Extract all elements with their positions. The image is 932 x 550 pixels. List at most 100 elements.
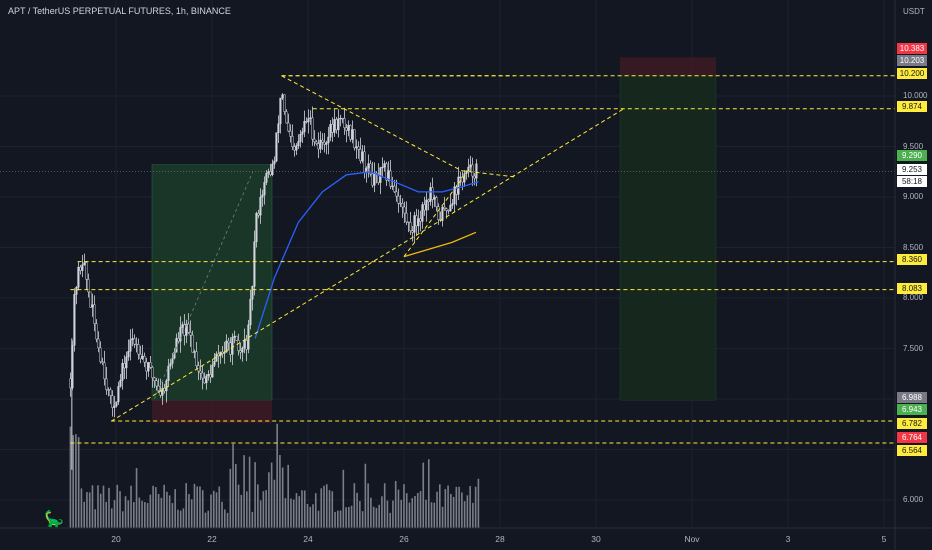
candle-body [297, 141, 300, 146]
volume-bar [188, 494, 190, 528]
volume-bar [223, 509, 226, 528]
time-tick-label: 28 [495, 534, 505, 544]
candle-body [255, 213, 258, 243]
candle-body [319, 139, 322, 150]
volume-bar [72, 435, 74, 528]
candle-body [179, 327, 182, 342]
price-badge: 6.943 [897, 404, 927, 415]
time-tick-label: 22 [207, 534, 217, 544]
candle-body [333, 119, 336, 133]
price-badge: 9.253 [897, 164, 927, 175]
candle-body [311, 117, 314, 140]
candle-body [87, 279, 90, 293]
volume-bar [320, 488, 323, 528]
volume-bar [279, 455, 281, 528]
volume-bar [254, 462, 256, 528]
candle-body [157, 385, 160, 391]
price-badge: 8.360 [897, 254, 927, 265]
volume-bar [130, 485, 132, 528]
volume-bar [334, 511, 336, 528]
volume-bar [361, 511, 364, 528]
trendline [403, 166, 472, 257]
candle-body [105, 378, 108, 390]
price-axis-unit: USDT [903, 7, 925, 16]
candle-body [343, 118, 346, 129]
candle-body [235, 335, 238, 341]
volume-bar [215, 492, 218, 528]
candle-body [127, 351, 130, 358]
candle-body [113, 405, 116, 408]
volume-bar [229, 468, 232, 528]
volume-bar [193, 483, 196, 528]
volume-bar [116, 484, 119, 528]
volume-bar [455, 486, 458, 528]
volume-bar [226, 512, 229, 528]
volume-bar [284, 498, 287, 528]
candle-body [349, 124, 352, 140]
candle-body [423, 204, 426, 211]
volume-bar [155, 487, 157, 528]
candle-body [161, 387, 164, 396]
volume-bar [135, 468, 138, 528]
volume-bar [408, 502, 411, 528]
candle-body [401, 202, 404, 208]
price-tick-label: 9.500 [903, 141, 924, 151]
volume-bar [463, 501, 466, 528]
volume-bar [201, 490, 204, 528]
candle-body [327, 136, 330, 144]
volume-bar [138, 497, 141, 528]
candle-body [437, 206, 440, 220]
candle-body [167, 365, 170, 382]
candle-body [335, 119, 338, 131]
volume-bar [80, 488, 83, 528]
price-badge: 9.874 [897, 101, 927, 112]
candle-body [79, 266, 82, 271]
volume-bar [353, 483, 356, 528]
volume-bar [149, 494, 152, 528]
time-tick-label: 30 [591, 534, 601, 544]
volume-bar [400, 499, 403, 528]
candle-body [201, 372, 204, 379]
price-badge: 10.383 [897, 43, 927, 54]
candle-body [353, 129, 356, 149]
candle-body [323, 141, 326, 145]
candle-body [293, 146, 296, 151]
candle-body [359, 149, 362, 162]
volume-bar [257, 484, 259, 528]
candle-body [329, 124, 332, 138]
volume-bar [204, 512, 207, 528]
candle-body [139, 353, 142, 359]
volume-bar [474, 486, 477, 528]
candle-body [369, 163, 372, 175]
volume-bar [113, 500, 116, 528]
volume-bar [427, 459, 430, 528]
price-badge: 6.988 [897, 392, 927, 403]
volume-bar [325, 484, 328, 528]
candle-body [295, 145, 298, 151]
volume-bar [69, 426, 72, 528]
tradingview-dinosaur-icon[interactable]: 🦕 [44, 511, 64, 528]
candle-body [143, 355, 146, 363]
volume-bar [185, 483, 187, 528]
candle-body [243, 340, 246, 349]
volume-bar [290, 498, 292, 528]
candle-body [125, 356, 128, 369]
volume-bar [77, 437, 80, 528]
volume-bar [75, 434, 77, 528]
chart-title: APT / TetherUS PERPETUAL FUTURES, 1h, BI… [8, 6, 231, 16]
volume-bar [265, 490, 267, 528]
candle-body [475, 163, 478, 179]
candle-body [283, 94, 286, 112]
candle-body [221, 351, 224, 354]
candle-body [383, 163, 386, 168]
volume-bar [270, 462, 273, 528]
volume-bar [276, 423, 278, 528]
volume-bar [221, 501, 223, 528]
price-badge: 9.290 [897, 150, 927, 161]
volume-bar [306, 504, 309, 528]
volume-bar [94, 509, 97, 528]
candle-body [177, 338, 180, 342]
candle-body [341, 117, 344, 120]
candle-body [289, 130, 292, 137]
